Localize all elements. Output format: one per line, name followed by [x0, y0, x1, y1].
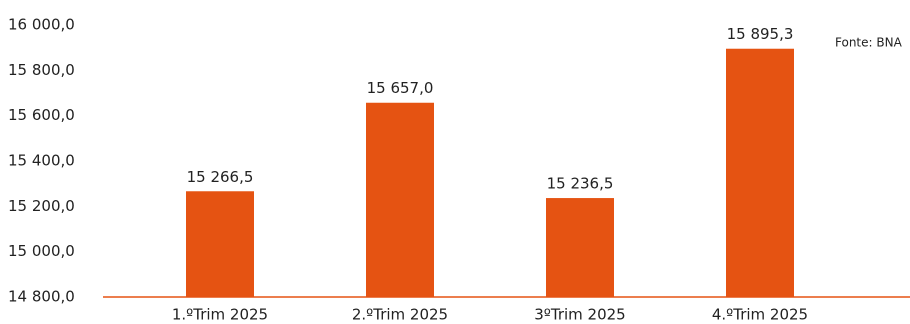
y-tick-label: 15 800,0: [8, 61, 75, 79]
y-tick-label: 15 400,0: [8, 152, 75, 170]
x-tick-label: 1.ºTrim 2025: [172, 306, 268, 324]
y-tick-label: 15 600,0: [8, 106, 75, 124]
data-label: 15 236,5: [547, 175, 614, 193]
y-tick-label: 14 800,0: [8, 288, 75, 306]
x-tick-label: 3ºTrim 2025: [534, 306, 625, 324]
x-tick-label: 2.ºTrim 2025: [352, 306, 448, 324]
x-tick-label: 4.ºTrim 2025: [712, 306, 808, 324]
data-label: 15 266,5: [187, 168, 254, 186]
data-label: 15 895,3: [727, 25, 794, 43]
bar: [726, 48, 794, 298]
bar: [546, 198, 614, 297]
bar: [186, 191, 254, 297]
y-tick-label: 16 000,0: [8, 16, 75, 34]
bar: [366, 102, 434, 297]
y-tick-label: 15 000,0: [8, 242, 75, 260]
source-note: Fonte: BNA: [835, 36, 903, 50]
data-label: 15 657,0: [367, 79, 434, 97]
y-tick-label: 15 200,0: [8, 197, 75, 215]
